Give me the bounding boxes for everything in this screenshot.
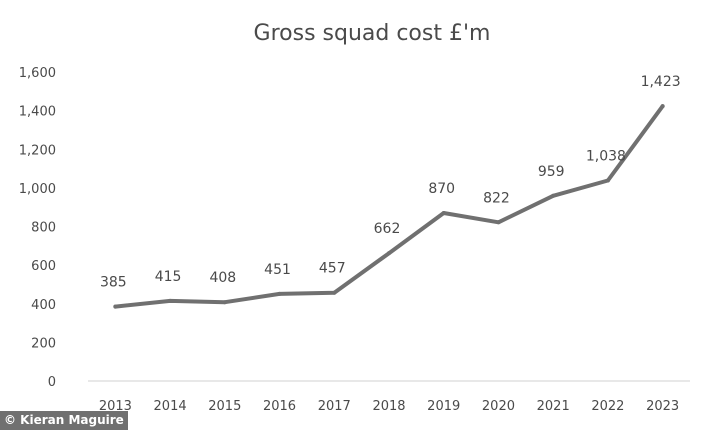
chart-title: Gross squad cost £'m <box>254 21 491 46</box>
y-tick-label: 1,200 <box>19 143 56 158</box>
data-point <box>387 251 391 256</box>
data-point <box>660 104 665 109</box>
data-point <box>277 291 282 296</box>
y-axis-tick-labels: 0 200 400 600 800 1,000 1,200 1,400 1,600 <box>19 66 56 390</box>
data-labels: 385 415 408 451 457 662 870 822 959 1,038 1,423 <box>100 74 681 290</box>
x-tick-label: 2015 <box>208 399 241 414</box>
data-label: 1,423 <box>641 74 681 90</box>
series-line-group <box>113 104 665 309</box>
data-label: 959 <box>538 164 565 180</box>
data-label: 451 <box>264 262 291 278</box>
x-tick-label: 2023 <box>646 399 679 414</box>
y-tick-label: 1,000 <box>19 182 56 197</box>
x-tick-label: 2014 <box>154 399 187 414</box>
data-label: 662 <box>374 221 401 237</box>
data-label: 1,038 <box>586 149 626 165</box>
data-label: 408 <box>209 270 236 286</box>
y-tick-label: 200 <box>31 336 56 351</box>
x-tick-label: 2018 <box>372 399 405 414</box>
x-tick-label: 2022 <box>591 399 624 414</box>
data-point <box>605 178 610 183</box>
y-tick-label: 400 <box>31 298 56 313</box>
data-point <box>168 298 173 303</box>
x-tick-label: 2019 <box>427 399 460 414</box>
x-tick-label: 2021 <box>537 399 570 414</box>
y-tick-label: 1,600 <box>19 66 56 81</box>
x-tick-label: 2013 <box>99 399 132 414</box>
x-tick-label: 2020 <box>482 399 515 414</box>
y-tick-label: 1,400 <box>19 105 56 120</box>
data-label: 457 <box>319 261 346 277</box>
series-line <box>113 104 665 309</box>
y-tick-label: 600 <box>31 259 56 274</box>
x-tick-label: 2017 <box>318 399 351 414</box>
x-tick-label: 2016 <box>263 399 296 414</box>
data-point <box>496 220 501 225</box>
data-point <box>222 300 227 305</box>
x-axis-tick-labels: 2013 2014 2015 2016 2017 2018 2019 2020 2021 2022… <box>99 399 679 414</box>
data-point <box>441 210 446 215</box>
y-tick-label: 800 <box>31 221 56 236</box>
data-label: 415 <box>155 269 182 285</box>
y-tick-label: 0 <box>48 375 56 390</box>
data-point <box>332 290 337 295</box>
data-point <box>551 193 556 198</box>
data-point <box>113 304 118 309</box>
photo-credit: © Kieran Maguire <box>0 411 128 430</box>
data-label: 385 <box>100 275 127 291</box>
data-label: 822 <box>483 190 510 206</box>
data-label: 870 <box>428 181 455 197</box>
